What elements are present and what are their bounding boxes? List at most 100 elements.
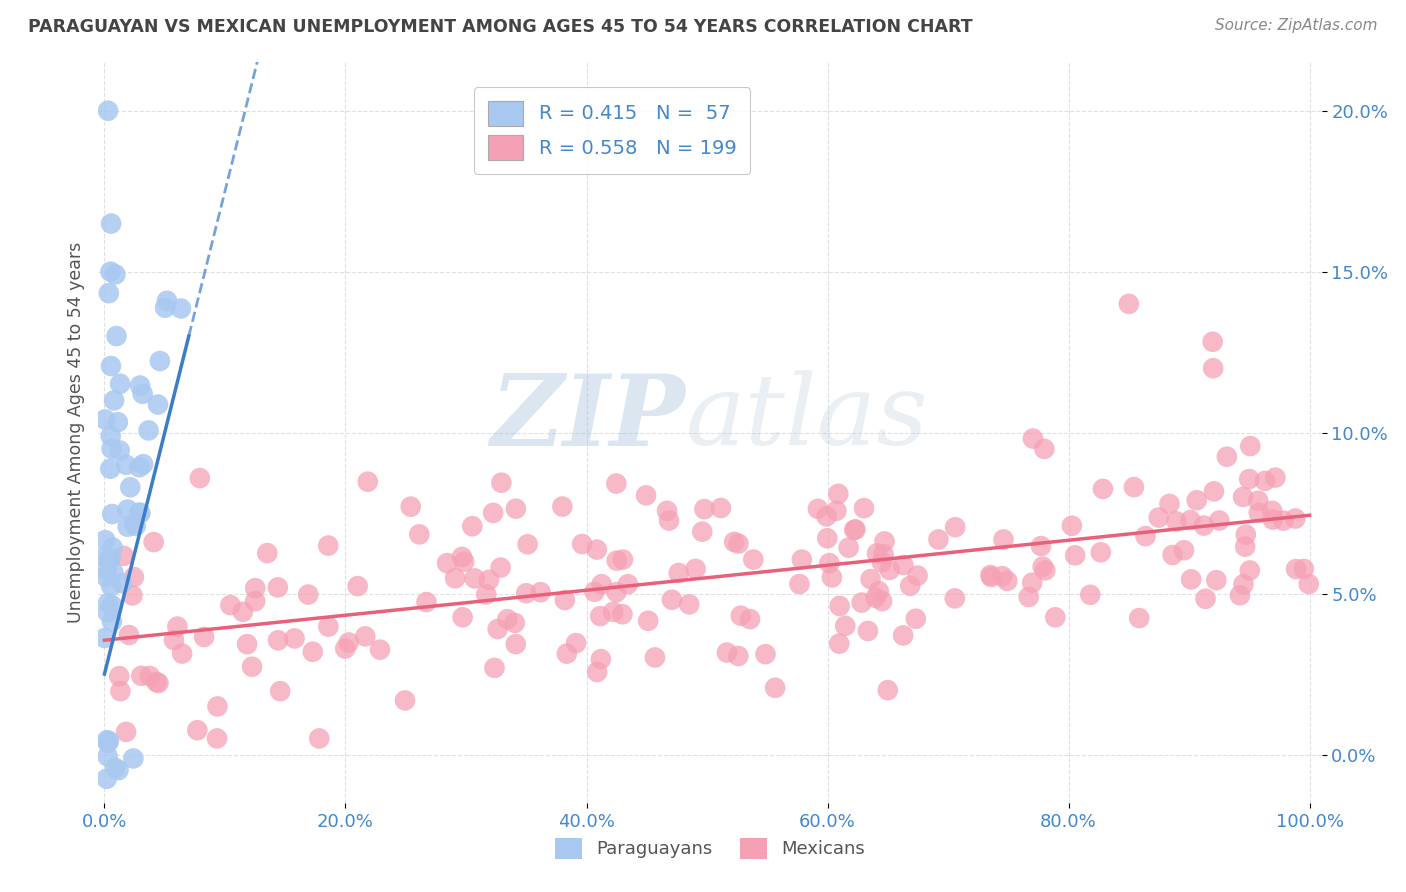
Point [394,693,416,707]
Point [193,630,215,644]
Point [927,533,949,547]
Point [1180,513,1202,527]
Point [318,619,340,633]
Point [1161,548,1184,562]
Point [104,268,127,282]
Point [1202,484,1225,499]
Y-axis label: Unemployment Among Ages 45 to 54 years: Unemployment Among Ages 45 to 54 years [66,242,84,624]
Point [589,609,612,624]
Point [346,579,368,593]
Point [96,733,118,747]
Point [515,586,537,600]
Point [879,563,901,577]
Point [870,555,893,569]
Point [529,585,551,599]
Point [93,550,115,565]
Text: PARAGUAYAN VS MEXICAN UNEMPLOYMENT AMONG AGES 45 TO 54 YEARS CORRELATION CHART: PARAGUAYAN VS MEXICAN UNEMPLOYMENT AMONG… [28,18,973,36]
Point [815,509,838,524]
Point [853,501,876,516]
Point [1173,543,1195,558]
Point [1018,590,1040,604]
Point [486,622,509,636]
Point [1135,529,1157,543]
Point [101,541,124,555]
Point [1261,513,1284,527]
Point [172,647,194,661]
Point [461,519,484,533]
Point [132,457,155,471]
Point [101,599,124,613]
Point [104,761,127,775]
Point [685,562,707,576]
Point [121,588,143,602]
Point [219,598,242,612]
Point [807,501,830,516]
Point [100,442,122,456]
Point [1118,297,1140,311]
Point [1201,334,1223,349]
Point [1239,439,1261,453]
Point [1232,577,1254,591]
Point [727,648,749,663]
Point [834,619,856,633]
Point [186,723,208,738]
Point [505,501,527,516]
Point [110,684,132,698]
Point [1185,493,1208,508]
Point [267,633,290,648]
Point [661,592,683,607]
Point [868,584,890,599]
Point [451,610,474,624]
Point [571,537,593,551]
Point [100,359,122,373]
Point [205,731,228,746]
Point [453,555,475,569]
Point [464,571,486,585]
Point [979,568,1001,582]
Point [166,619,188,633]
Point [100,217,122,231]
Point [131,669,153,683]
Point [131,386,153,401]
Point [98,461,121,475]
Point [828,637,851,651]
Point [129,378,152,392]
Point [103,566,125,580]
Point [122,516,145,531]
Point [489,560,512,574]
Text: Source: ZipAtlas.com: Source: ZipAtlas.com [1215,18,1378,33]
Point [1078,588,1101,602]
Point [865,591,887,605]
Point [125,519,148,533]
Point [122,570,145,584]
Point [96,563,118,577]
Point [316,539,339,553]
Point [115,458,138,472]
Point [1237,472,1260,486]
Point [1180,573,1202,587]
Point [101,615,124,629]
Point [107,763,129,777]
Point [637,614,659,628]
Point [602,605,624,619]
Point [1122,480,1144,494]
Point [1272,514,1295,528]
Point [399,500,422,514]
Point [149,354,172,368]
Point [1022,432,1045,446]
Point [122,751,145,765]
Point [1205,573,1227,587]
Point [243,594,266,608]
Point [96,772,118,786]
Point [98,553,121,567]
Point [1216,450,1239,464]
Point [876,683,898,698]
Point [120,480,142,494]
Point [108,669,131,683]
Point [478,573,501,587]
Point [898,579,921,593]
Point [301,645,323,659]
Point [451,549,474,564]
Point [297,588,319,602]
Point [1064,549,1087,563]
